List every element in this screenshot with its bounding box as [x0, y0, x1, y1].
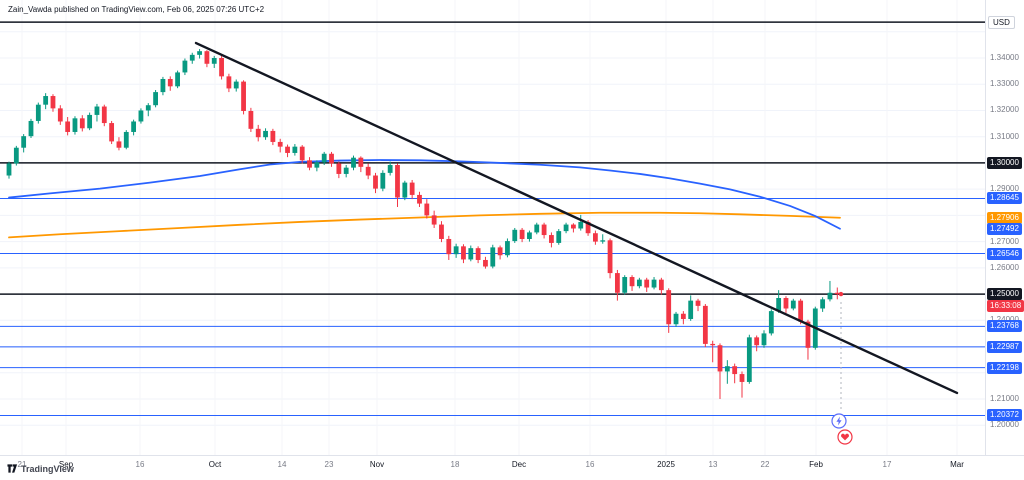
- price-level-badge[interactable]: 1.22987: [987, 340, 1022, 353]
- price-tick-label: 1.34000: [990, 53, 1019, 62]
- tradingview-logo-text: TradingView: [21, 463, 74, 474]
- time-tick-label: 22: [760, 460, 770, 469]
- attribution-text: Zain_Vawda published on TradingView.com,…: [8, 5, 265, 14]
- ma-slow-line[interactable]: [8, 211, 841, 239]
- price-tick-label: 1.27000: [990, 236, 1019, 246]
- price-tick-label: 1.24000: [990, 315, 1019, 325]
- time-axis[interactable]: 21 Sep 16 Oct 14 23 Nov 18 Dec 16 2025 13 22 Feb 17 Mar: [0, 455, 1024, 480]
- price-tick-label: 1.21000: [990, 393, 1019, 403]
- time-tick-label: Dec: [511, 460, 527, 469]
- time-tick-label: 16: [585, 460, 595, 469]
- time-tick-label: Nov: [369, 460, 385, 469]
- descending-trendline[interactable]: [194, 41, 959, 395]
- time-tick-label: 23: [324, 460, 334, 469]
- price-tick-label: 1.29000: [990, 184, 1019, 194]
- time-tick-label: 13: [708, 460, 718, 469]
- price-level-badge[interactable]: 1.28645: [987, 192, 1022, 205]
- ma-value-badge: 1.27906: [987, 211, 1022, 224]
- price-tick-label: 1.33000: [990, 79, 1019, 89]
- price-level-badge[interactable]: 1.23768: [987, 320, 1022, 333]
- time-tick-label: 17: [882, 460, 892, 469]
- price-level-badge[interactable]: 1.26546: [987, 247, 1022, 260]
- time-tick-label: 2025: [657, 460, 675, 469]
- tradingview-logo-icon: [7, 464, 18, 473]
- candles-group[interactable]: [6, 49, 840, 399]
- countdown-badge: 16:33:08: [987, 300, 1024, 313]
- price-level-badge[interactable]: 1.25000: [987, 288, 1022, 301]
- price-tick-label: 1.20000: [990, 420, 1019, 430]
- current-price-marker: [838, 291, 844, 297]
- price-level-badge[interactable]: 1.22198: [987, 361, 1022, 374]
- price-tick-label: 1.31000: [990, 131, 1019, 141]
- price-axis[interactable]: USD 1.34000 1.33000 1.32000 1.31000 1.29000 1…: [985, 0, 1024, 455]
- tradingview-logo[interactable]: TradingView: [7, 463, 74, 474]
- time-tick-label: Sep: [58, 460, 74, 469]
- time-tick-label: Feb: [809, 460, 823, 469]
- time-tick-label: 21: [17, 460, 27, 469]
- horizontal-levels[interactable]: [0, 21, 985, 416]
- time-tick-label: Mar: [950, 460, 964, 469]
- ma-fast-line[interactable]: [8, 159, 841, 230]
- time-tick-label: Oct: [208, 460, 222, 469]
- time-tick-label: 18: [450, 460, 460, 469]
- ma-value-badge: 1.27492: [987, 222, 1022, 235]
- price-tick-label: 1.26000: [990, 262, 1019, 272]
- time-tick-label: 16: [135, 460, 145, 469]
- price-tick-label: 1.32000: [990, 105, 1019, 115]
- currency-axis-label: USD: [988, 16, 1015, 29]
- price-level-badge[interactable]: 1.30000: [987, 156, 1022, 169]
- time-tick-label: 14: [277, 460, 287, 469]
- idea-markers[interactable]: [831, 302, 853, 445]
- price-level-badge[interactable]: 1.20372: [987, 409, 1022, 422]
